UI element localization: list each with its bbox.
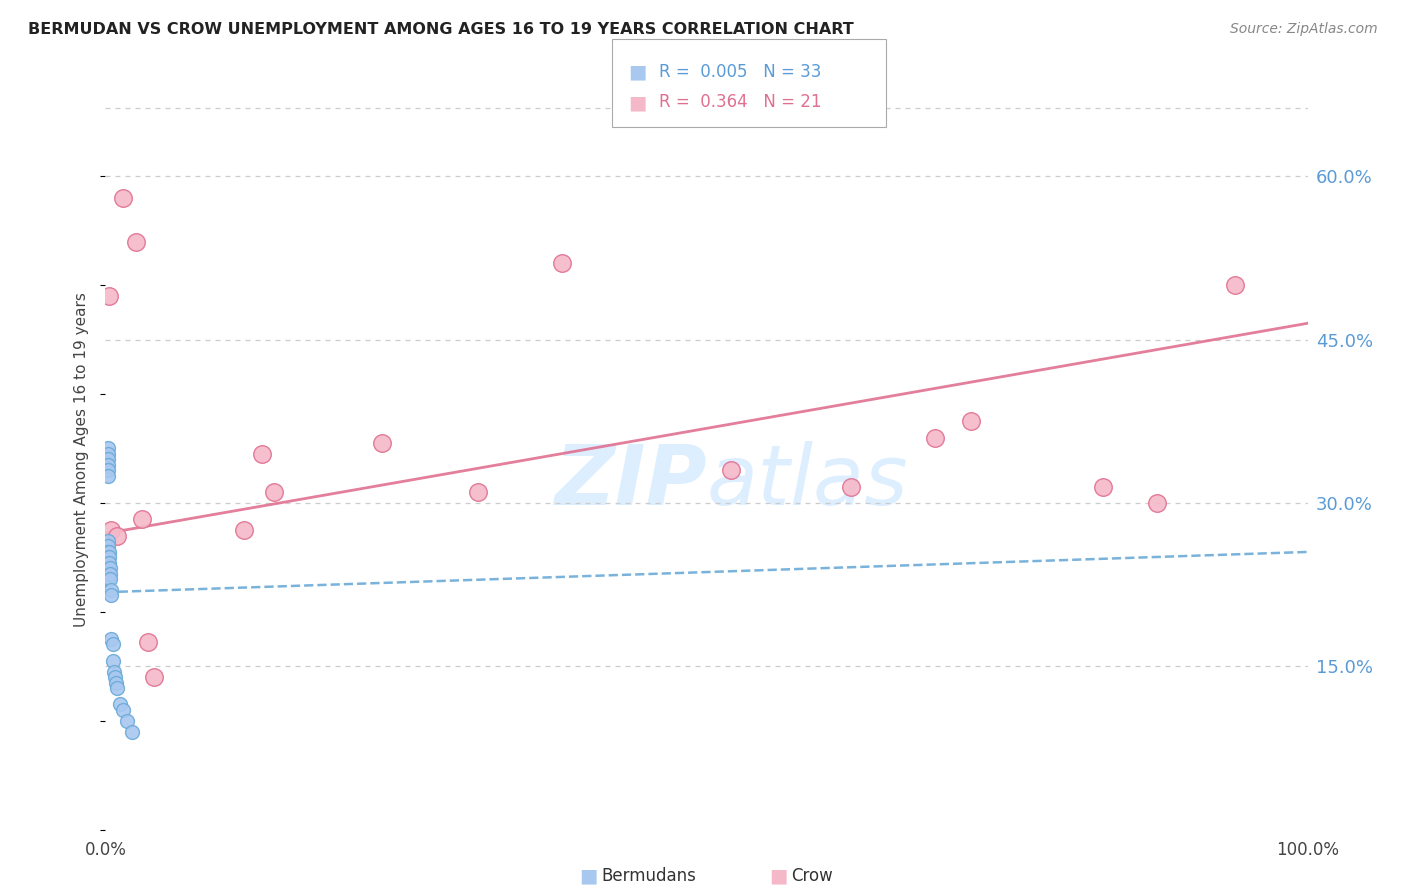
Text: BERMUDAN VS CROW UNEMPLOYMENT AMONG AGES 16 TO 19 YEARS CORRELATION CHART: BERMUDAN VS CROW UNEMPLOYMENT AMONG AGES… <box>28 22 853 37</box>
Point <box>97 452 120 467</box>
Point <box>371 436 394 450</box>
Point <box>100 523 122 537</box>
Point <box>142 670 165 684</box>
Text: ■: ■ <box>579 866 598 886</box>
Point <box>107 528 129 542</box>
Point <box>105 675 128 690</box>
Point <box>97 550 120 565</box>
Point <box>97 442 120 456</box>
Point <box>98 561 121 575</box>
Point <box>101 654 124 668</box>
Point <box>1092 480 1115 494</box>
Point <box>121 724 143 739</box>
Point <box>263 485 285 500</box>
Text: ZIP: ZIP <box>554 441 707 522</box>
Point <box>1225 278 1247 293</box>
Point <box>115 714 138 728</box>
Point <box>97 572 120 586</box>
Point <box>97 458 120 472</box>
Point <box>107 681 129 695</box>
Point <box>250 447 273 461</box>
Point <box>98 572 121 586</box>
Y-axis label: Unemployment Among Ages 16 to 19 years: Unemployment Among Ages 16 to 19 years <box>75 292 90 627</box>
Point <box>101 637 124 651</box>
Point <box>112 703 135 717</box>
Point <box>98 545 121 559</box>
Text: R =  0.005   N = 33: R = 0.005 N = 33 <box>659 62 821 81</box>
Point <box>97 561 120 575</box>
Point <box>112 191 135 205</box>
Point <box>108 698 131 712</box>
Point <box>100 589 122 603</box>
Point <box>97 447 120 461</box>
Point <box>97 534 120 549</box>
Point <box>98 556 121 570</box>
Point <box>100 582 122 597</box>
Text: Source: ZipAtlas.com: Source: ZipAtlas.com <box>1230 22 1378 37</box>
Point <box>98 289 121 303</box>
Point <box>98 550 121 565</box>
Text: ■: ■ <box>769 866 787 886</box>
Point <box>97 468 120 483</box>
Text: Bermudans: Bermudans <box>602 867 696 885</box>
Point <box>124 235 146 249</box>
Point <box>97 566 120 581</box>
Point <box>100 632 122 646</box>
Point <box>924 431 946 445</box>
Point <box>232 523 254 537</box>
Point <box>104 670 127 684</box>
Point <box>136 635 159 649</box>
Point <box>97 545 120 559</box>
Point <box>1146 496 1168 510</box>
Point <box>720 463 742 477</box>
Text: R =  0.364   N = 21: R = 0.364 N = 21 <box>659 94 823 112</box>
Point <box>98 566 121 581</box>
Point <box>97 463 120 477</box>
Text: atlas: atlas <box>707 441 908 522</box>
Point <box>960 414 983 428</box>
Point <box>839 480 862 494</box>
Point <box>131 512 153 526</box>
Point <box>97 540 120 554</box>
Point <box>467 485 489 500</box>
Point <box>97 556 120 570</box>
Point <box>551 256 574 270</box>
Point <box>103 665 125 679</box>
Text: Crow: Crow <box>792 867 834 885</box>
Text: ■: ■ <box>628 62 647 82</box>
Text: ■: ■ <box>628 94 647 112</box>
